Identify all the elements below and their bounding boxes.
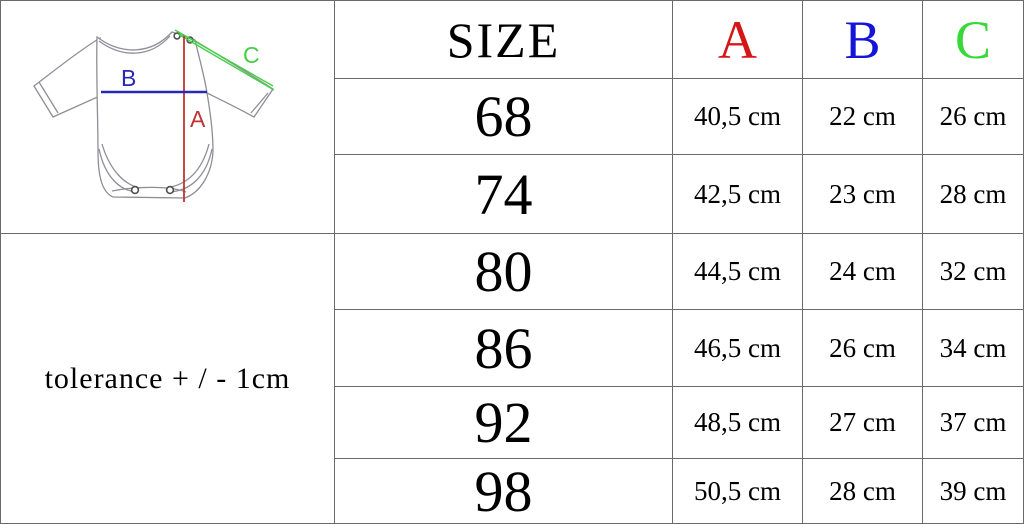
measure-a-cell: 50,5 cm: [672, 458, 802, 523]
measure-b-cell: 26 cm: [802, 309, 922, 386]
size-cell: 92: [335, 386, 672, 458]
header-size: SIZE: [446, 11, 561, 68]
measure-b-cell: 24 cm: [802, 233, 922, 309]
measure-b-cell: 27 cm: [802, 386, 922, 458]
measure-b-cell: 22 cm: [802, 78, 922, 154]
header-col-c: C: [922, 1, 1023, 78]
header-col-b: B: [802, 1, 922, 78]
diagram-label-b: B: [121, 65, 136, 91]
diagram-label-a: A: [190, 106, 206, 132]
measure-a-cell: 48,5 cm: [672, 386, 802, 458]
size-cell: 68: [335, 78, 672, 154]
measure-c-cell: 32 cm: [922, 233, 1023, 309]
crotch-snap-icon: [130, 185, 140, 195]
measure-c-cell: 34 cm: [922, 309, 1023, 386]
size-cell: 98: [335, 458, 672, 523]
size-cell: 86: [335, 309, 672, 386]
measure-c-cell: 28 cm: [922, 154, 1023, 233]
bodysuit-diagram: B A C: [1, 1, 334, 233]
bodysuit-outline: [33, 31, 274, 199]
measure-a-cell: 42,5 cm: [672, 154, 802, 233]
left-panel: B A C tolerance + / - 1cm: [1, 1, 334, 523]
measure-b-cell: 23 cm: [802, 154, 922, 233]
measure-a-cell: 44,5 cm: [672, 233, 802, 309]
size-cell: 80: [335, 233, 672, 309]
size-cell: 74: [335, 154, 672, 233]
measure-c-cell: 39 cm: [922, 458, 1023, 523]
measure-b-cell: 28 cm: [802, 458, 922, 523]
bodysuit-diagram-svg: B A C: [33, 29, 275, 202]
tolerance-note: tolerance + / - 1cm: [1, 233, 334, 523]
measure-c-cell: 26 cm: [922, 78, 1023, 154]
crotch-snap-icon: [165, 185, 175, 195]
header-col-a: A: [672, 1, 802, 78]
measure-c-cell: 37 cm: [922, 386, 1023, 458]
measure-line-c: [174, 29, 275, 91]
diagram-label-c: C: [243, 42, 260, 68]
size-table: SIZE A B C 68 40,5 cm 22 cm 26 cm 74 42,…: [334, 1, 1023, 523]
measure-a-cell: 40,5 cm: [672, 78, 802, 154]
measure-a-cell: 46,5 cm: [672, 309, 802, 386]
